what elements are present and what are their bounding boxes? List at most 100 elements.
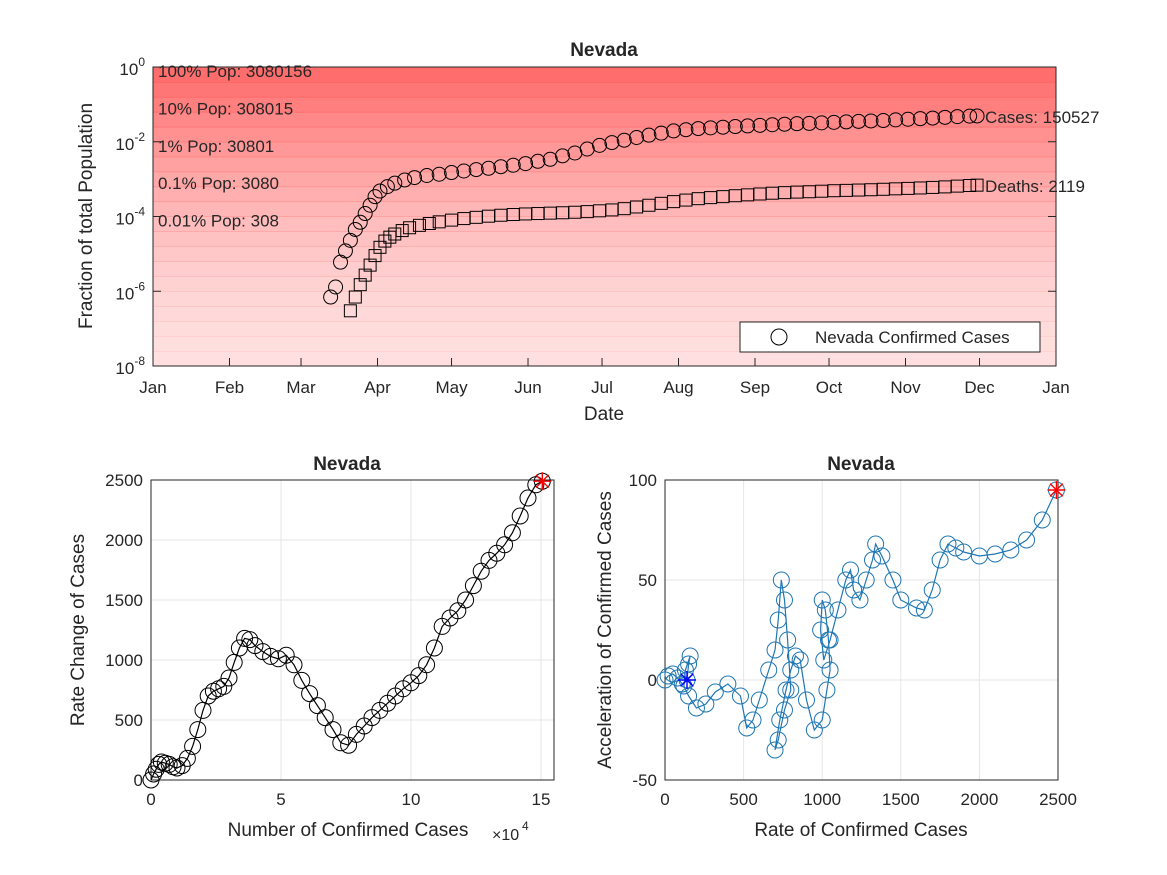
cases-circle-marker bbox=[518, 156, 534, 172]
population-band-label: 0.1% Pop: 3080 bbox=[158, 174, 279, 193]
series-circle-marker bbox=[519, 489, 537, 507]
x-tick-label: 15 bbox=[532, 790, 551, 809]
series-circle-marker bbox=[189, 721, 207, 739]
series-circle-marker bbox=[845, 581, 863, 599]
population-band bbox=[153, 126, 1056, 143]
population-band bbox=[153, 171, 1056, 188]
cases-circle-marker bbox=[481, 160, 497, 176]
cases-circle-marker bbox=[900, 111, 916, 127]
deaths-square-marker bbox=[412, 218, 426, 232]
series-circle-marker bbox=[1033, 511, 1051, 529]
series-circle-marker bbox=[769, 611, 787, 629]
series-circle-marker bbox=[680, 687, 698, 705]
bottom-left-grid bbox=[150, 479, 555, 781]
cases-circle-marker bbox=[367, 189, 383, 205]
cases-circle-marker bbox=[653, 125, 669, 141]
series-circle-marker bbox=[687, 699, 705, 717]
top-x-tick-label: Jan bbox=[139, 378, 166, 397]
cases-circle-marker bbox=[542, 151, 558, 167]
cases-circle-marker bbox=[592, 137, 608, 153]
end-star-marker bbox=[535, 474, 550, 489]
series-circle-marker bbox=[503, 524, 521, 542]
cases-circle-marker bbox=[357, 206, 373, 222]
axes-box bbox=[150, 479, 555, 781]
x-tick-label: 2000 bbox=[960, 790, 998, 809]
series-circle-marker bbox=[779, 631, 797, 649]
bottom-right-grid bbox=[664, 479, 1059, 781]
top-y-axis-label: Fraction of total Population bbox=[76, 103, 97, 329]
cases-circle-marker bbox=[641, 127, 657, 143]
x-tick-label: 10 bbox=[402, 790, 421, 809]
y-tick-label: 2500 bbox=[105, 471, 143, 490]
series-circle-marker bbox=[425, 639, 443, 657]
series-circle-marker bbox=[719, 675, 737, 693]
cases-circle-marker bbox=[666, 123, 682, 139]
bottom-left-series bbox=[142, 472, 552, 789]
population-band bbox=[153, 231, 1056, 247]
deaths-square-marker bbox=[970, 178, 984, 192]
series-circle-marker bbox=[791, 651, 809, 669]
cases-circle-marker bbox=[851, 113, 867, 129]
series-circle-marker bbox=[1018, 531, 1036, 549]
cases-circle-marker bbox=[352, 214, 368, 230]
population-band bbox=[153, 246, 1056, 262]
cases-circle-marker bbox=[579, 141, 595, 157]
end-star-marker bbox=[1049, 483, 1064, 497]
series-circle-marker bbox=[301, 685, 319, 703]
series-circle-marker bbox=[812, 621, 830, 639]
series-circle-marker bbox=[184, 737, 202, 755]
x-tick-label: 5 bbox=[276, 790, 285, 809]
cases-end-label: Cases: 150527 bbox=[985, 108, 1099, 127]
series-circle-marker bbox=[947, 539, 965, 557]
series-circle-marker bbox=[797, 691, 815, 709]
top-x-tick-label: Dec bbox=[964, 378, 995, 397]
cases-circle-marker bbox=[493, 159, 509, 175]
population-band bbox=[153, 306, 1056, 322]
top-x-tick-label: Jan bbox=[1042, 378, 1069, 397]
series-circle-marker bbox=[786, 647, 804, 665]
cases-circle-marker bbox=[969, 108, 985, 124]
cases-circle-marker bbox=[431, 166, 447, 182]
series-circle-marker bbox=[269, 650, 287, 668]
top-y-axis: 100 10-2 10-4 10-6 10-8 bbox=[115, 55, 1056, 378]
population-band-label: 1% Pop: 30801 bbox=[158, 137, 274, 156]
deaths-square-marker bbox=[343, 304, 357, 318]
x-tick-label: 1500 bbox=[882, 790, 920, 809]
top-x-tick-label: Jun bbox=[514, 378, 541, 397]
series-circle-marker bbox=[851, 591, 869, 609]
series-circle-marker bbox=[744, 711, 762, 729]
series-circle-marker bbox=[939, 535, 957, 553]
series-line bbox=[150, 480, 543, 781]
deaths-square-marker bbox=[358, 268, 372, 282]
series-circle-marker bbox=[316, 709, 334, 727]
cases-circle-marker bbox=[875, 113, 891, 129]
cases-circle-marker bbox=[328, 279, 344, 295]
y-tick-label: 100 bbox=[629, 471, 657, 490]
series-line bbox=[664, 489, 1057, 751]
legend-circle-marker bbox=[770, 328, 788, 346]
series-circle-marker bbox=[332, 734, 350, 752]
series-circle-marker bbox=[706, 683, 724, 701]
top-y-tick-label: 10-6 bbox=[115, 279, 145, 303]
y-tick-label: -50 bbox=[632, 771, 657, 790]
top-legend: Nevada Confirmed Cases bbox=[739, 321, 1041, 353]
series-circle-marker bbox=[285, 656, 303, 674]
population-band bbox=[153, 351, 1056, 367]
series-circle-marker bbox=[864, 551, 882, 569]
series-circle-marker bbox=[775, 701, 793, 719]
cases-circle-marker bbox=[801, 115, 817, 131]
top-x-tick-label: Mar bbox=[286, 378, 316, 397]
population-band-labels: 100% Pop: 3080156 10% Pop: 308015 1% Pop: … bbox=[158, 62, 312, 231]
bottom-right-series bbox=[656, 481, 1066, 759]
population-band bbox=[153, 216, 1056, 232]
bottom-left-chart-panel: 0 5 10 15 0 500 1000 1500 2000 2500 Nevada Number… bbox=[68, 454, 555, 844]
deaths-square-marker bbox=[378, 234, 392, 248]
series-circle-marker bbox=[829, 601, 847, 619]
series-circle-marker bbox=[908, 599, 926, 617]
x-tick-label: 2500 bbox=[1039, 790, 1077, 809]
series-circle-marker bbox=[215, 677, 233, 695]
series-circle-marker bbox=[775, 591, 793, 609]
cases-circle-marker bbox=[387, 175, 403, 191]
